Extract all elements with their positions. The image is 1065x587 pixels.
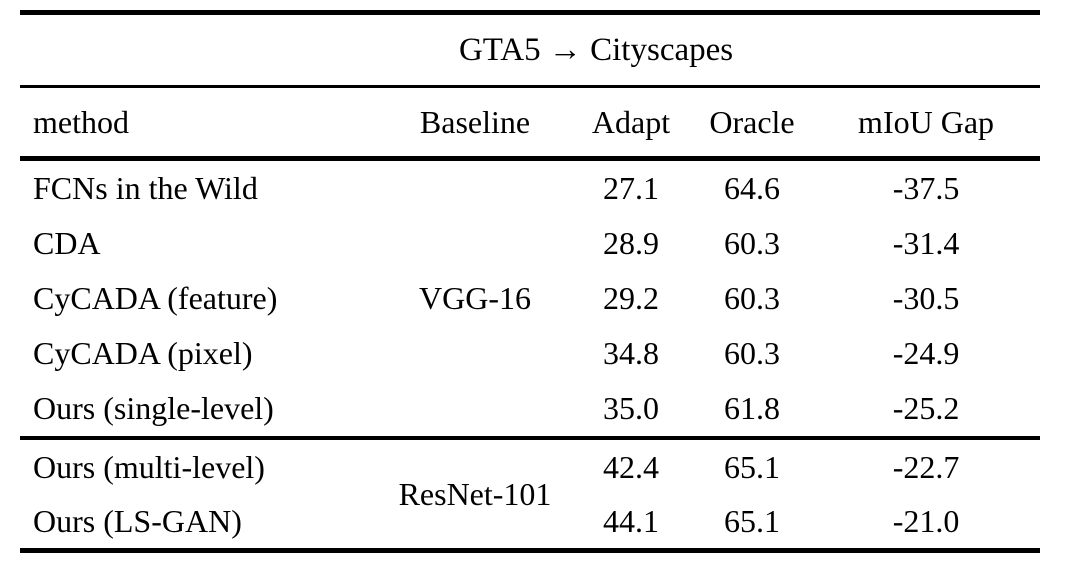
method-cell: Ours (multi-level)	[33, 448, 265, 485]
column-header-baseline: Baseline	[380, 86, 570, 161]
oracle-cell: 61.8	[692, 381, 812, 440]
method-cell: CyCADA (feature)	[33, 280, 278, 316]
results-table: GTA5 → Cityscapes method Baseline Adapt …	[20, 10, 1041, 553]
adapt-cell: 27.1	[603, 170, 659, 206]
method-cell: Ours (LS-GAN)	[20, 494, 380, 553]
table-row: CDA 28.9 60.3 -31.4	[20, 216, 1040, 271]
table-head: GTA5 → Cityscapes method Baseline Adapt …	[20, 10, 1041, 161]
column-header-adapt: Adapt	[570, 86, 692, 161]
group-vgg16: FCNs in the Wild VGG-16 27.1 64.6 -37.5 …	[20, 158, 1041, 440]
oracle-cell: 60.3	[724, 280, 780, 316]
adapt-cell: 35.0	[570, 381, 692, 440]
miou-gap-cell: -21.0	[812, 494, 1041, 553]
adapt-cell: 44.1	[570, 494, 692, 553]
column-header-method: method	[20, 86, 380, 161]
column-header-oracle: Oracle	[692, 86, 812, 161]
oracle-cell: 60.3	[724, 335, 780, 371]
miou-gap-cell: -25.2	[812, 381, 1041, 440]
results-table-container: GTA5 → Cityscapes method Baseline Adapt …	[20, 10, 1041, 553]
method-cell: FCNs in the Wild	[33, 170, 258, 206]
adapt-cell: 28.9	[603, 225, 659, 261]
adapt-cell: 34.8	[603, 335, 659, 371]
table-row: CyCADA (feature) 29.2 60.3 -30.5	[20, 271, 1040, 326]
column-header-row: method Baseline Adapt Oracle mIoU Gap	[20, 86, 1041, 161]
oracle-cell: 65.1	[724, 448, 780, 485]
method-cell: Ours (single-level)	[20, 381, 380, 440]
oracle-cell: 60.3	[724, 225, 780, 261]
adapt-cell: 42.4	[603, 448, 659, 485]
miou-gap-cell: -37.5	[892, 170, 960, 206]
column-header-miou-gap: mIoU Gap	[812, 86, 1041, 161]
table-title-row: GTA5 → Cityscapes	[20, 10, 1041, 88]
baseline-cell: ResNet-101	[380, 438, 570, 553]
miou-gap-cell: -31.4	[892, 225, 960, 261]
method-cell: CDA	[33, 225, 101, 261]
table-row: CyCADA (pixel) 34.8 60.3 -24.9	[20, 326, 1040, 381]
baseline-cell: VGG-16	[380, 158, 570, 440]
miou-gap-cell: -24.9	[892, 335, 960, 371]
group-resnet101: Ours (multi-level) ResNet-101 42.4 65.1 …	[20, 438, 1041, 553]
oracle-cell: 64.6	[724, 170, 780, 206]
table-row: FCNs in the Wild VGG-16 27.1 64.6 -37.5	[20, 158, 1040, 440]
table-row: Ours (multi-level) ResNet-101 42.4 65.1 …	[20, 438, 1040, 553]
method-cell: CyCADA (pixel)	[33, 335, 253, 371]
miou-gap-cell: -22.7	[892, 448, 960, 485]
oracle-cell: 65.1	[692, 494, 812, 553]
adapt-cell: 29.2	[603, 280, 659, 316]
miou-gap-cell: -30.5	[892, 280, 960, 316]
table-row: Ours (LS-GAN) 44.1 65.1 -21.0	[20, 494, 1041, 553]
table-title: GTA5 → Cityscapes	[20, 10, 1041, 88]
table-row: Ours (single-level) 35.0 61.8 -25.2	[20, 381, 1041, 440]
